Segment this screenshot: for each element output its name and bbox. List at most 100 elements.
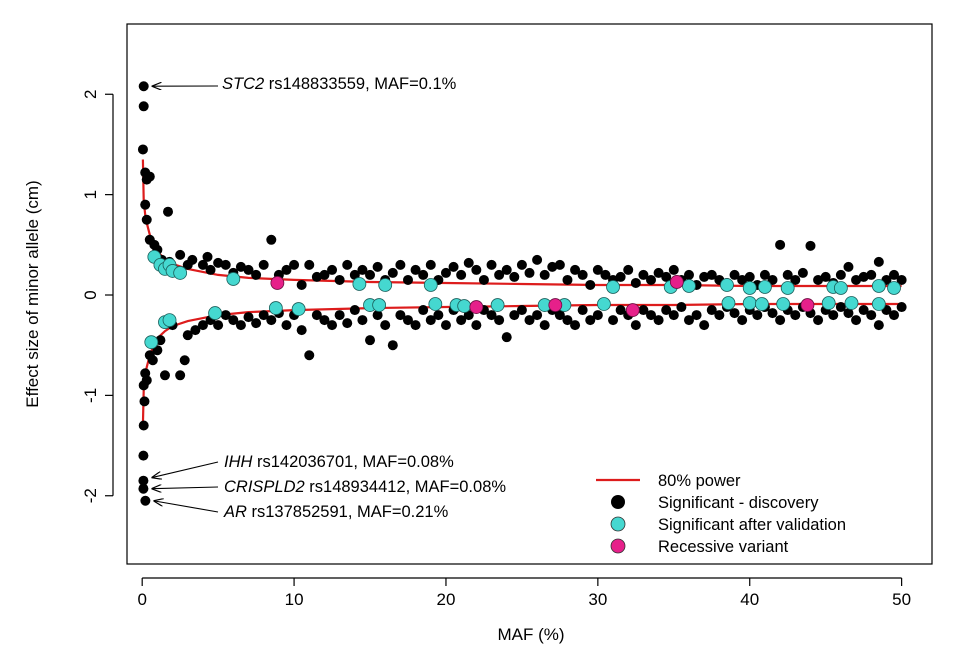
discovery-point: [638, 305, 649, 316]
annotation-arrow: [151, 461, 219, 478]
validation-point: [721, 296, 736, 310]
discovery-point: [311, 271, 322, 282]
validation-point: [378, 278, 393, 292]
discovery-point: [501, 332, 512, 343]
discovery-point: [630, 320, 641, 331]
validation-point: [780, 281, 795, 295]
validation-point: [776, 297, 791, 311]
discovery-point: [228, 315, 239, 326]
validation-points: [144, 249, 901, 350]
discovery-point: [843, 261, 854, 272]
discovery-point: [349, 305, 360, 316]
discovery-point: [486, 310, 497, 321]
annotation-detail: rs137852591, MAF=0.21%: [247, 503, 449, 521]
discovery-point: [699, 271, 710, 282]
discovery-point: [813, 315, 824, 326]
discovery-point: [896, 302, 907, 313]
discovery-point: [138, 101, 149, 112]
discovery-point: [759, 269, 770, 280]
discovery-point: [266, 234, 277, 245]
x-tick-label: 10: [285, 590, 304, 609]
validation-point: [742, 281, 757, 295]
y-tick-label: 1: [81, 190, 100, 199]
discovery-point: [342, 259, 353, 270]
annotation-gene: STC2: [222, 75, 264, 93]
discovery-point: [243, 312, 254, 323]
legend-label: 80% power: [658, 472, 741, 490]
discovery-point: [699, 320, 710, 331]
discovery-point: [440, 320, 451, 331]
discovery-point: [820, 271, 831, 282]
discovery-point: [281, 264, 292, 275]
validation-point: [742, 296, 757, 310]
discovery-point: [258, 259, 269, 270]
recessive-point: [270, 276, 285, 290]
discovery-point: [653, 315, 664, 326]
discovery-point: [683, 269, 694, 280]
discovery-point: [190, 325, 201, 336]
x-tick-label: 20: [437, 590, 456, 609]
discovery-point: [851, 315, 862, 326]
discovery-point: [478, 274, 489, 285]
discovery-point: [205, 264, 216, 275]
discovery-point: [319, 269, 330, 280]
discovery-point: [402, 315, 413, 326]
discovery-point: [425, 315, 436, 326]
annotations: STC2 rs148833559, MAF=0.1% IHH rs14203670…: [151, 75, 506, 521]
recessive-points: [270, 275, 815, 317]
annotation-label: CRISPLD2 rs148934412, MAF=0.08%: [224, 478, 506, 496]
discovery-point: [539, 269, 550, 280]
legend-marker: [610, 516, 626, 532]
y-tick-label: 0: [81, 290, 100, 299]
discovery-point: [539, 320, 550, 331]
discovery-point: [668, 264, 679, 275]
discovery-point: [327, 320, 338, 331]
discovery-point: [638, 269, 649, 280]
validation-point: [754, 297, 769, 311]
plot-frame: [126, 23, 933, 565]
discovery-point: [138, 475, 149, 486]
annotation-detail: rs148934412, MAF=0.08%: [305, 478, 507, 496]
discovery-point: [141, 214, 152, 225]
discovery-point: [714, 310, 725, 321]
validation-point: [821, 296, 836, 310]
validation-point: [720, 278, 734, 292]
discovery-point: [402, 274, 413, 285]
discovery-point: [706, 305, 717, 316]
discovery-point: [516, 305, 527, 316]
discovery-point: [471, 264, 482, 275]
discovery-point: [646, 274, 657, 285]
discovery-point: [775, 315, 786, 326]
discovery-point: [873, 256, 884, 267]
discovery-point: [858, 271, 869, 282]
recessive-point: [800, 298, 815, 312]
discovery-point: [577, 269, 588, 280]
discovery-point: [456, 315, 467, 326]
discovery-point: [828, 310, 839, 321]
discovery-point: [889, 310, 900, 321]
discovery-point: [471, 320, 482, 331]
discovery-point: [182, 330, 193, 341]
discovery-point: [494, 269, 505, 280]
discovery-point: [889, 269, 900, 280]
discovery-point: [797, 267, 808, 278]
discovery-point: [873, 320, 884, 331]
annotation-arrow: [151, 487, 219, 489]
discovery-point: [509, 271, 520, 282]
discovery-point: [304, 259, 315, 270]
x-tick-label: 50: [892, 590, 911, 609]
discovery-point: [440, 267, 451, 278]
discovery-point: [585, 279, 596, 290]
discovery-point: [235, 320, 246, 331]
discovery-point: [235, 261, 246, 272]
discovery-point: [258, 310, 269, 321]
discovery-point: [562, 274, 573, 285]
discovery-point: [547, 261, 558, 272]
discovery-point: [790, 310, 801, 321]
legend-label: Significant after validation: [658, 516, 846, 534]
discovery-point: [843, 308, 854, 319]
validation-point: [887, 281, 901, 295]
x-axis-label: MAF (%): [497, 625, 564, 644]
discovery-point: [163, 206, 174, 217]
